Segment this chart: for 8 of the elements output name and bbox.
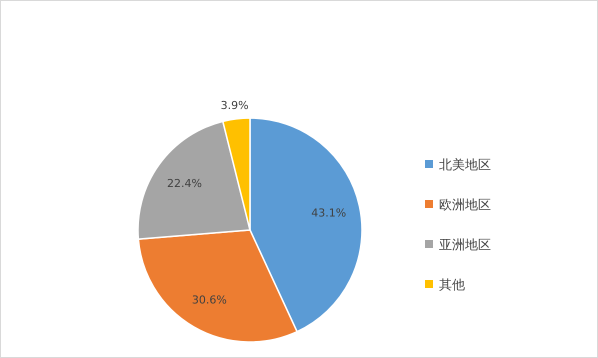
legend-label: 北美地区: [439, 157, 491, 173]
data-label: 3.9%: [220, 98, 249, 112]
legend-label: 欧洲地区: [439, 198, 491, 213]
data-label: 43.1%: [311, 206, 346, 220]
legend-label: 亚洲地区: [439, 238, 491, 253]
legend-label: 其他: [439, 278, 465, 293]
data-label: 22.4%: [166, 177, 202, 190]
data-label: 30.6%: [192, 294, 227, 307]
